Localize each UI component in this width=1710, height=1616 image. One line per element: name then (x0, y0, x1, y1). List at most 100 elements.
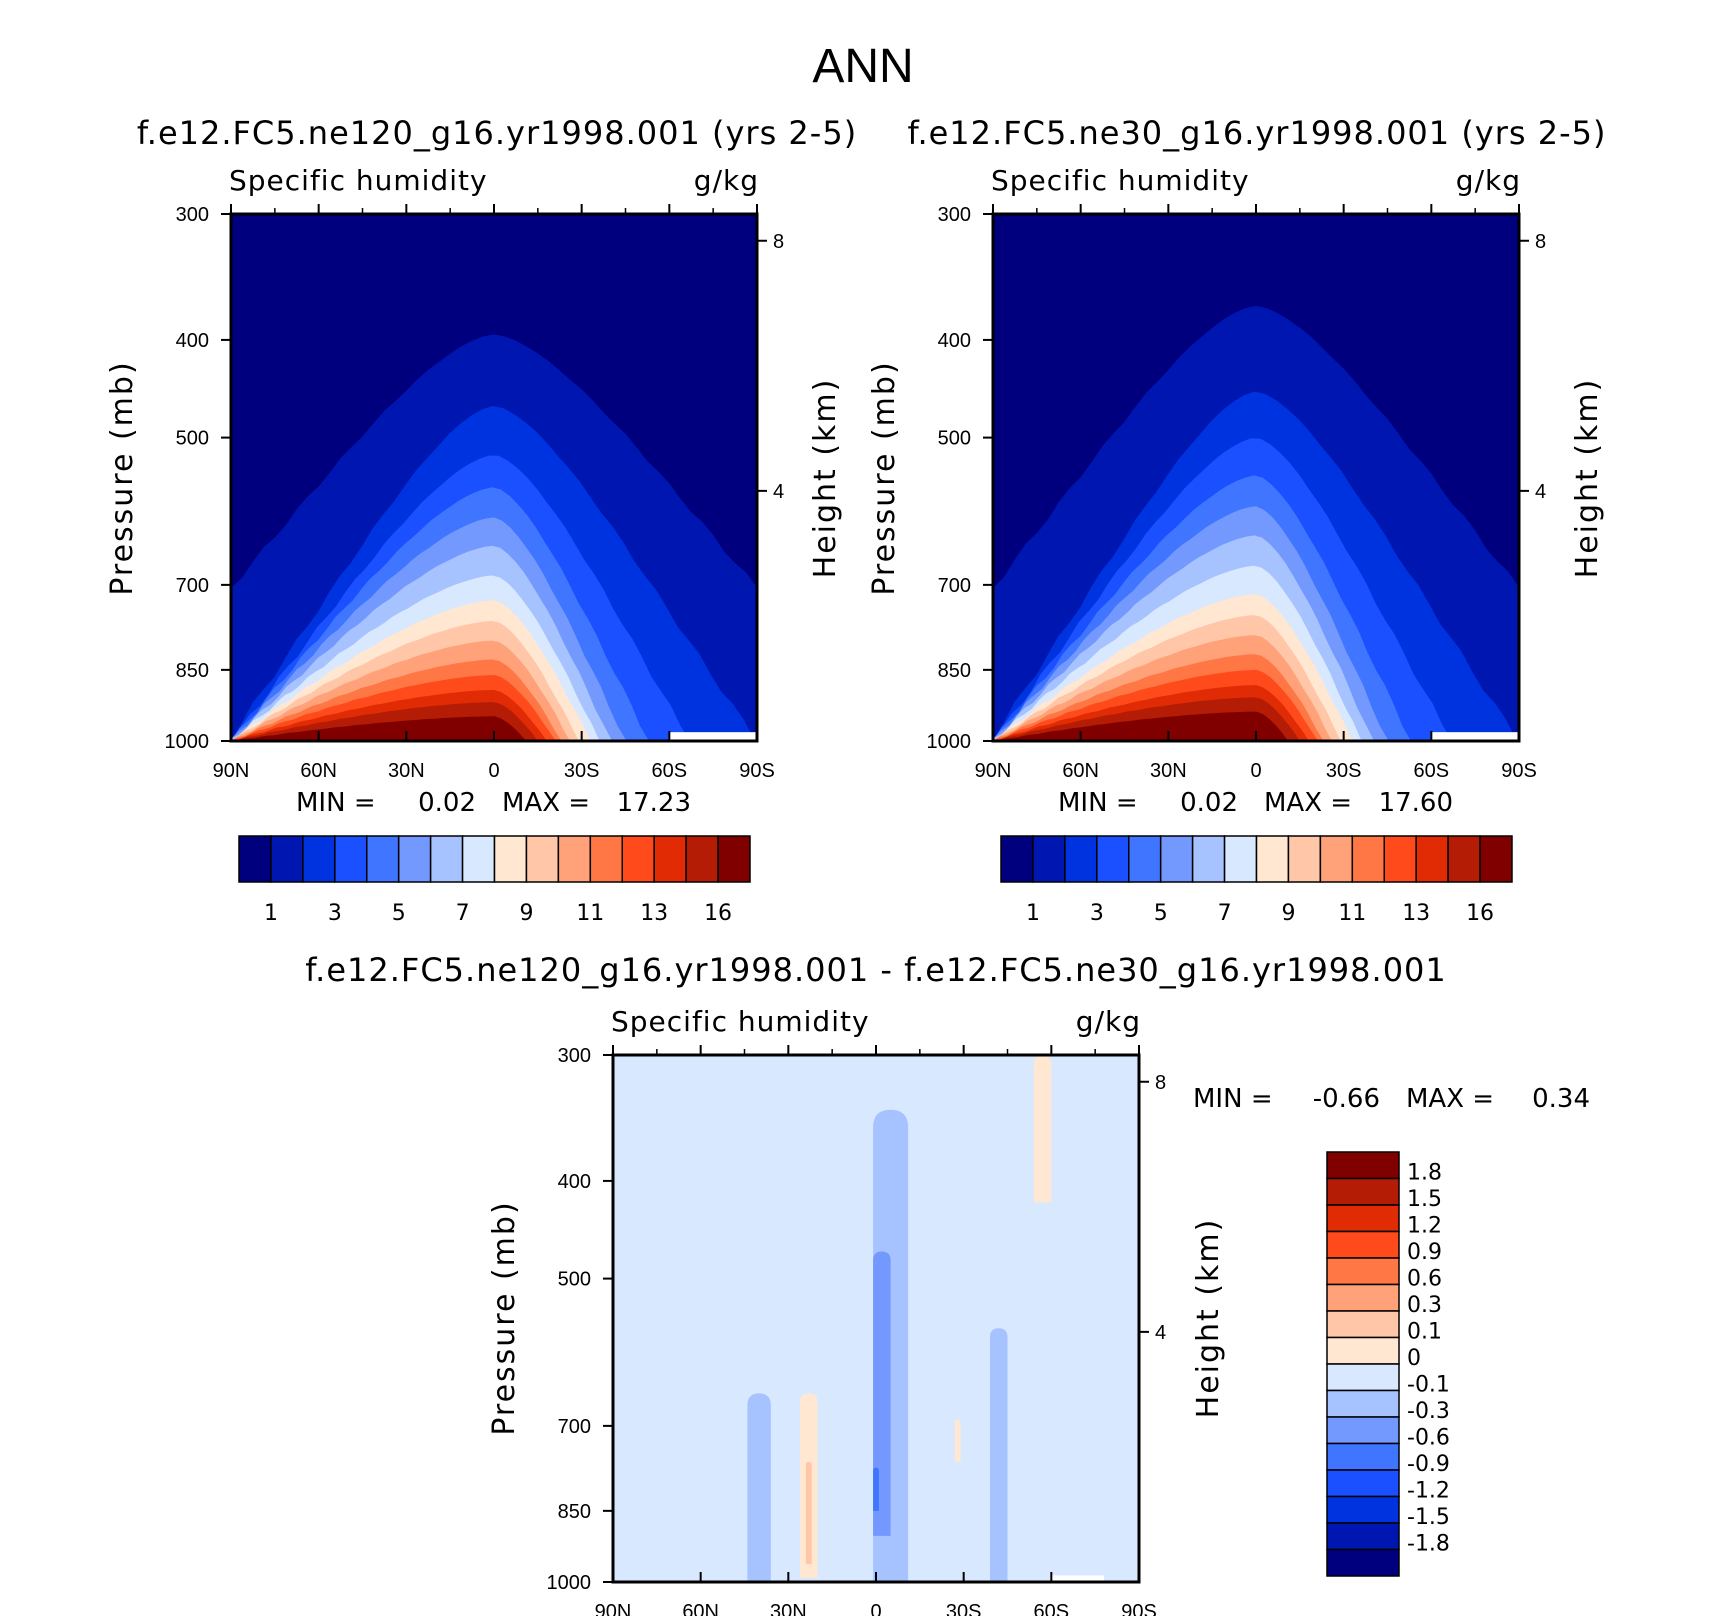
panel-case-title: f.e12.FC5.ne30_g16.yr1998.001 (yrs 2-5) (908, 114, 1607, 152)
y-tick-label-right: 8 (1155, 1072, 1166, 1094)
y-axis-label-right: Height (km) (1191, 1218, 1226, 1419)
colorbar-box (1326, 1469, 1400, 1498)
x-tick-label: 60N (682, 1601, 719, 1616)
x-tick-label: 0 (870, 1601, 881, 1616)
x-tick-label: 30S (946, 1601, 982, 1616)
y-tick-label: 850 (938, 660, 971, 682)
y-axis-label-right: Height (km) (808, 378, 843, 579)
panel-difference: f.e12.FC5.ne120_g16.yr1998.001 - f.e12.F… (305, 951, 1590, 1616)
x-tick-label: 30N (770, 1601, 807, 1616)
colorbar-box (1326, 1548, 1400, 1577)
y-tick-label-right: 4 (1535, 481, 1546, 503)
colorbar-label: -1.2 (1407, 1479, 1450, 1504)
colorbar-label: 1 (264, 901, 278, 926)
colorbar-label: -0.9 (1407, 1452, 1450, 1477)
colorbar-box (685, 835, 719, 883)
contour-plot (613, 1055, 1139, 1582)
colorbar-box (1319, 835, 1354, 883)
x-tick-label: 30N (1150, 760, 1187, 782)
panel-case-title: f.e12.FC5.ne120_g16.yr1998.001 (yrs 2-5) (137, 114, 857, 152)
y-axis-label: Pressure (mb) (105, 360, 140, 595)
y-tick-label-right: 4 (1155, 1322, 1166, 1344)
panel-ne120: f.e12.FC5.ne120_g16.yr1998.001 (yrs 2-5)… (105, 114, 857, 926)
colorbar-label: 5 (392, 901, 406, 926)
y-tick-label: 400 (176, 330, 209, 352)
y-tick-label: 400 (938, 330, 971, 352)
y-tick-label: 700 (558, 1416, 591, 1438)
x-tick-label: 60N (300, 760, 337, 782)
contour-band (231, 716, 527, 741)
colorbar-label: 16 (1466, 901, 1494, 926)
colorbar-box (493, 835, 528, 883)
y-tick-label: 500 (938, 428, 971, 450)
x-tick-label: 30S (564, 760, 600, 782)
colorbar-box (1415, 835, 1449, 883)
colorbar-box (1447, 835, 1481, 883)
colorbar-box (1326, 1495, 1400, 1524)
colorbar-label: 3 (1090, 901, 1104, 926)
colorbar-label: 1.8 (1407, 1161, 1442, 1186)
colorbar-label: 0 (1407, 1346, 1421, 1371)
panel-case-title: f.e12.FC5.ne120_g16.yr1998.001 - f.e12.F… (305, 951, 1447, 989)
y-tick-label-right: 8 (773, 231, 784, 253)
colorbar-label: 11 (576, 901, 604, 926)
x-tick-label: 90S (1501, 760, 1537, 782)
axes: 90N 60N 30N 0 30S 60S 90S 300 400 500 700 850 1000 8 4 (927, 204, 1546, 782)
y-tick-label: 700 (938, 575, 971, 597)
colorbar-box (1326, 1257, 1400, 1286)
colorbar-box (366, 835, 400, 883)
colorbar-box (270, 835, 304, 883)
min-value: 0.02 (418, 788, 476, 818)
colorbar-box (334, 835, 368, 883)
colorbar-label: 7 (456, 901, 470, 926)
colorbar-box (1128, 835, 1162, 883)
colorbar-box (1326, 1442, 1400, 1471)
colorbar-label: 1.2 (1407, 1214, 1442, 1239)
colorbar-box (238, 835, 272, 883)
colorbar-box (1326, 1151, 1400, 1180)
y-tick-label: 850 (558, 1501, 591, 1523)
contour-region (747, 1393, 771, 1582)
colorbar-box (1191, 835, 1226, 883)
y-tick-label: 300 (558, 1045, 591, 1067)
contour-region (954, 1419, 961, 1462)
contour-band (993, 711, 1289, 741)
colorbar-box (1326, 1389, 1400, 1418)
max-value: 17.23 (617, 788, 691, 818)
min-label: MIN = (1058, 788, 1138, 818)
colorbar-label: 13 (1402, 901, 1430, 926)
colorbar-label: 5 (1154, 901, 1168, 926)
colorbar-box (1326, 1204, 1400, 1233)
x-tick-label: 60N (1062, 760, 1099, 782)
colorbar-box (397, 835, 432, 883)
missing-data-region (1051, 1575, 1104, 1582)
y-tick-label-right: 4 (773, 481, 784, 503)
axes: 90N 60N 30N 0 30S 60S 90S 300 400 500 700 850 1000 8 4 (547, 1045, 1166, 1616)
colorbar-box (1351, 835, 1385, 883)
y-tick-label: 1000 (547, 1572, 592, 1594)
colorbar: 1.81.51.20.90.60.30.10-0.1-0.3-0.6-0.9-1… (1326, 1151, 1450, 1577)
max-label: MAX = (1264, 788, 1352, 818)
colorbar-label: 9 (1281, 901, 1295, 926)
min-label: MIN = (1193, 1084, 1273, 1114)
stats-line: MIN = -0.66 MAX = 0.34 (1193, 1084, 1590, 1114)
max-value: 0.34 (1532, 1084, 1590, 1114)
colorbar: 1 3 5 7 9 11 13 16 (1000, 835, 1513, 926)
x-tick-label: 90N (595, 1601, 632, 1616)
colorbar-label: -0.6 (1407, 1426, 1450, 1451)
contour-region (805, 1461, 812, 1565)
min-value: -0.66 (1313, 1084, 1380, 1114)
colorbar-box (1223, 835, 1258, 883)
colorbar-label: 9 (519, 901, 533, 926)
variable-label: Specific humidity (229, 164, 488, 197)
y-tick-label-right: 8 (1535, 231, 1546, 253)
missing-data-region (669, 732, 757, 741)
contour-region (873, 1467, 879, 1511)
units-label: g/kg (694, 164, 759, 197)
y-tick-label: 1000 (165, 731, 210, 753)
contour-region (990, 1328, 1008, 1582)
y-tick-label: 500 (176, 428, 209, 450)
y-tick-label: 300 (938, 204, 971, 226)
colorbar-box (1064, 835, 1098, 883)
